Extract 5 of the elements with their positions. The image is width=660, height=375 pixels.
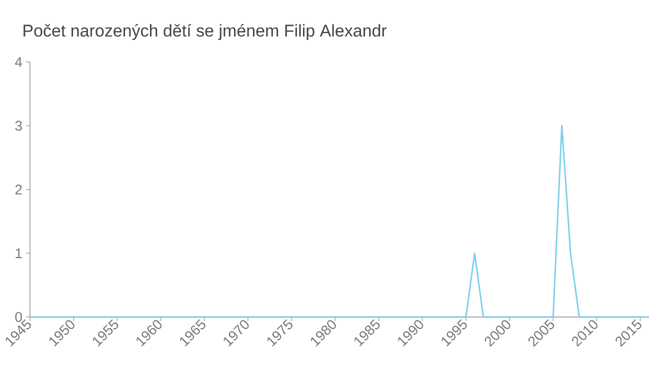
y-tick-label: 2: [15, 184, 22, 194]
chart-title: Počet narozených dětí se jménem Filip Alexandr: [24, 24, 387, 40]
y-tick-label: 4: [15, 57, 22, 67]
y-tick-label: 1: [16, 248, 22, 258]
y-tick-label: 3: [15, 120, 22, 131]
